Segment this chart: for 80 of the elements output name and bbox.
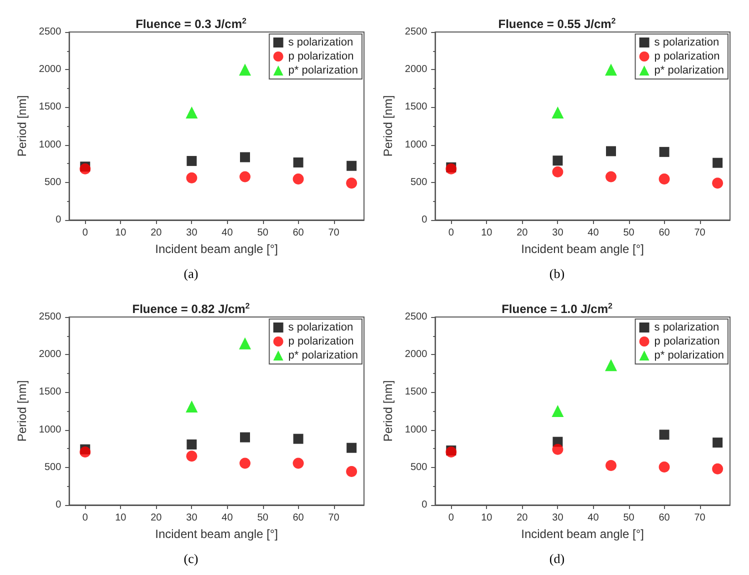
y-tick-label: 0: [422, 214, 428, 226]
legend-label: p* polarization: [288, 64, 358, 76]
x-tick-label: 50: [257, 228, 269, 238]
x-tick-label: 20: [516, 512, 528, 524]
legend-label: p polarization: [288, 336, 354, 348]
x-tick-label: 30: [186, 228, 198, 238]
x-tick-label: 60: [658, 512, 670, 524]
legend-label: s polarization: [288, 322, 354, 334]
x-tick-label: 30: [186, 512, 198, 524]
y-axis-title: Period [nm]: [15, 95, 29, 157]
legend-label: s polarization: [654, 322, 720, 334]
y-tick-label: 1500: [38, 386, 62, 398]
x-tick-label: 70: [694, 512, 706, 524]
text: (a): [182, 266, 200, 282]
x-tick-label: 10: [115, 512, 127, 524]
y-tick-label: 500: [44, 462, 62, 473]
x-tick-label: 0: [82, 512, 88, 524]
y-tick-label: 1000: [38, 139, 62, 150]
x-tick-label: 70: [328, 228, 340, 238]
y-tick-label: 2000: [404, 349, 428, 360]
y-tick-label: 500: [410, 176, 428, 188]
x-tick-label: 40: [588, 228, 600, 238]
y-tick-label: 2000: [38, 349, 62, 360]
text: (b): [548, 266, 566, 282]
x-tick-label: 50: [257, 512, 269, 524]
y-tick-label: 1500: [38, 102, 62, 113]
x-tick-label: 10: [481, 228, 493, 238]
x-axis-title: Incident beam angle [°]: [521, 242, 644, 256]
y-axis-title: Period [nm]: [381, 95, 395, 157]
x-tick-label: 70: [328, 512, 340, 524]
x-axis-title: Incident beam angle [°]: [155, 526, 278, 541]
x-tick-label: 0: [448, 228, 454, 238]
x-tick-label: 20: [150, 512, 162, 524]
y-tick-label: 2500: [404, 26, 428, 38]
x-tick-label: 50: [623, 512, 635, 524]
x-tick-label: 60: [658, 228, 670, 238]
x-tick-label: 10: [115, 228, 127, 238]
legend-label: p polarization: [654, 336, 720, 348]
legend-label: p polarization: [654, 50, 720, 62]
x-tick-label: 30: [552, 228, 564, 238]
y-tick-label: 500: [410, 462, 428, 473]
legend-label: s polarization: [654, 36, 720, 48]
x-tick-label: 20: [516, 228, 528, 238]
legend-label: p polarization: [288, 50, 354, 62]
x-tick-label: 40: [222, 512, 234, 524]
x-tick-label: 20: [150, 228, 162, 238]
y-tick-label: 0: [56, 214, 62, 226]
x-tick-label: 0: [82, 228, 88, 238]
x-axis-title: Incident beam angle [°]: [155, 242, 278, 256]
x-tick-label: 70: [694, 228, 706, 238]
legend-label: p* polarization: [654, 64, 724, 76]
y-tick-label: 2500: [38, 312, 62, 322]
legend-label: p* polarization: [288, 350, 358, 362]
legend-label: p* polarization: [654, 350, 724, 362]
y-tick-label: 0: [56, 500, 62, 510]
x-tick-label: 40: [588, 512, 600, 524]
y-tick-label: 1000: [38, 424, 62, 436]
y-tick-label: 2500: [404, 312, 428, 322]
x-axis-title: Incident beam angle [°]: [521, 526, 644, 541]
x-tick-label: 0: [448, 512, 454, 524]
x-tick-label: 60: [292, 512, 304, 524]
x-tick-label: 50: [623, 228, 635, 238]
y-tick-label: 0: [422, 500, 428, 510]
y-tick-label: 2000: [404, 64, 428, 76]
text: (c): [182, 551, 200, 567]
y-tick-label: 2500: [38, 26, 62, 38]
x-tick-label: 60: [292, 228, 304, 238]
y-tick-label: 1500: [404, 102, 428, 113]
y-tick-label: 2000: [38, 64, 62, 76]
y-tick-label: 500: [44, 176, 62, 188]
y-axis-title: Period [nm]: [381, 380, 395, 442]
y-axis-title: Period [nm]: [15, 380, 29, 442]
x-tick-label: 10: [481, 512, 493, 524]
text: (d): [548, 551, 566, 567]
x-tick-label: 30: [552, 512, 564, 524]
y-tick-label: 1500: [404, 386, 428, 398]
y-tick-label: 1000: [404, 139, 428, 150]
x-tick-label: 40: [222, 228, 234, 238]
legend-label: s polarization: [288, 36, 354, 48]
y-tick-label: 1000: [404, 424, 428, 436]
